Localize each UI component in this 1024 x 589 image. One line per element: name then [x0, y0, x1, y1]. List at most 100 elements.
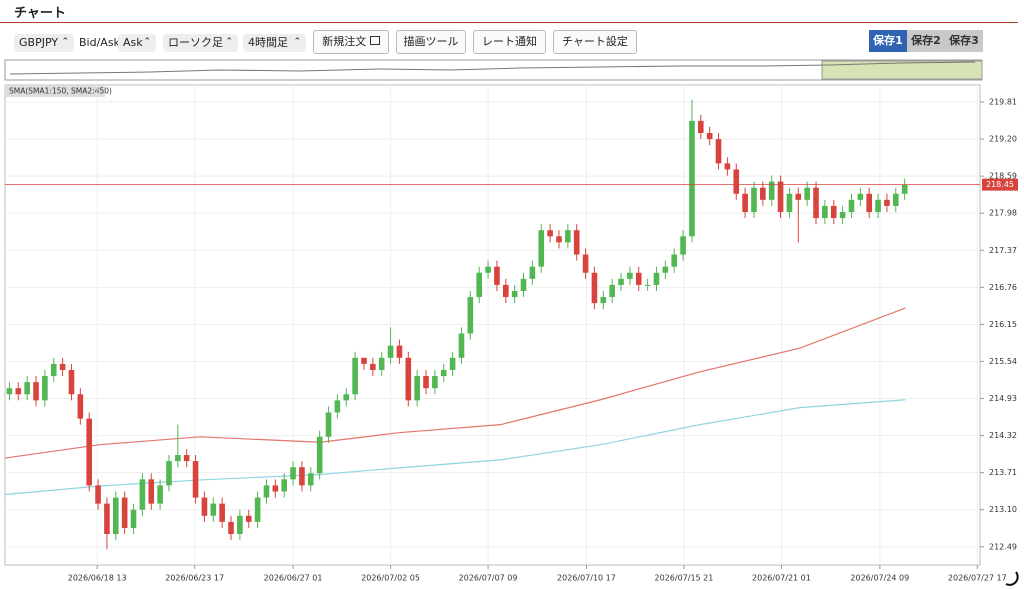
candle-body — [547, 230, 553, 237]
x-tick-label: 2026/07/10 17 — [557, 574, 616, 583]
candle-body — [272, 485, 279, 492]
chart-settings-button[interactable]: チャート設定 — [553, 30, 637, 54]
x-tick-label: 2026/07/24 09 — [850, 574, 909, 583]
candle-body — [520, 278, 527, 291]
candle-body — [609, 284, 615, 298]
candle-body — [316, 436, 323, 474]
candle-body — [95, 485, 101, 504]
candle-body — [42, 376, 48, 401]
save-tab[interactable]: 保存3 — [945, 30, 983, 52]
page-title: チャート — [14, 6, 66, 21]
candle-body — [485, 266, 491, 273]
candle-body — [813, 187, 819, 219]
x-tick-label: 2026/07/07 09 — [459, 574, 518, 583]
candle-body — [556, 236, 562, 243]
candle-body — [573, 230, 580, 255]
sma-line — [4, 399, 906, 496]
candle-body — [804, 187, 810, 200]
candle-body — [254, 497, 261, 522]
candle-body — [370, 363, 376, 370]
button-label: 新規注文 — [322, 35, 367, 48]
y-tick-label: 213.10 — [989, 505, 1017, 514]
navigator-line — [9, 61, 976, 75]
y-tick-label: 216.76 — [989, 283, 1017, 292]
save-tab[interactable]: 保存2 — [907, 30, 945, 52]
candle-body — [565, 230, 571, 243]
candle-body — [618, 278, 624, 285]
y-tick-label: 218.59 — [989, 172, 1017, 181]
timeframe-select[interactable]: 4時間足 — [243, 33, 306, 52]
candle-body — [423, 376, 429, 389]
candle-body — [378, 357, 385, 370]
chart-kind-select[interactable]: ローソク足 — [163, 33, 238, 52]
candle-body — [290, 467, 296, 480]
candle-body — [299, 467, 305, 486]
candle-body — [245, 515, 252, 522]
candle-body — [104, 503, 110, 535]
candle-body — [334, 400, 341, 413]
candle-body — [724, 163, 731, 170]
candle-body — [830, 205, 837, 219]
spinner — [1005, 571, 1019, 586]
bid-ask-label: Bid/Ask — [79, 36, 120, 49]
candle-body — [68, 369, 75, 395]
candle-body — [627, 272, 633, 279]
x-tick-label: 2026/06/23 17 — [165, 574, 224, 583]
plot-frame — [4, 84, 981, 566]
candle-body — [644, 284, 651, 286]
candle-body — [183, 455, 190, 462]
candle-body — [59, 363, 66, 370]
candle-body — [361, 357, 367, 364]
x-tick-label: 2026/07/21 01 — [752, 574, 811, 583]
candle-body — [281, 479, 288, 492]
candle-body — [795, 193, 802, 200]
candle-body — [884, 199, 890, 206]
order-button[interactable]: 新規注文 — [313, 30, 389, 54]
candle-body — [139, 479, 146, 510]
candle-body — [307, 473, 314, 486]
draw-tool-button[interactable]: 描画ツール — [396, 30, 466, 54]
candle-body — [653, 272, 660, 285]
symbol-select[interactable]: GBPJPY — [14, 33, 74, 52]
candle-body — [325, 412, 332, 437]
candle-body — [387, 345, 394, 358]
candle-body — [511, 290, 518, 298]
candle-body — [228, 521, 234, 535]
candle-body — [201, 497, 208, 516]
candle-body — [671, 254, 678, 267]
y-tick-label: 214.32 — [989, 431, 1017, 440]
y-tick-label: 215.54 — [989, 357, 1017, 366]
candle-body — [600, 297, 607, 304]
candle-body — [768, 181, 775, 200]
candle-body — [538, 230, 545, 267]
x-tick-label: 2026/06/18 13 — [68, 574, 127, 583]
candle-body — [502, 284, 509, 298]
candle-body — [24, 382, 30, 395]
window-icon — [369, 36, 380, 45]
candle-body — [742, 193, 748, 212]
candle-body — [777, 181, 784, 212]
y-tick-label: 216.15 — [989, 320, 1017, 329]
candle-body — [494, 266, 500, 285]
candle-body — [50, 363, 57, 377]
y-tick-label: 214.93 — [989, 394, 1017, 403]
candle-body — [210, 503, 217, 516]
candle-body — [86, 418, 93, 486]
save-tab[interactable]: 保存1 — [869, 30, 907, 52]
candle-body — [237, 515, 243, 535]
candle-body — [77, 394, 84, 419]
candle-body — [157, 485, 163, 504]
candle-body — [130, 509, 137, 528]
candle-body — [263, 485, 270, 498]
y-tick-label: 217.98 — [989, 209, 1017, 218]
candle-body — [680, 236, 686, 255]
x-tick-label: 2026/07/27 17 — [948, 574, 1007, 583]
candle-body — [760, 187, 766, 200]
candle-body — [822, 205, 828, 219]
y-tick-label: 219.81 — [989, 98, 1017, 107]
rate-alert-button[interactable]: レート通知 — [473, 30, 546, 54]
bid-ask-select[interactable]: Ask — [118, 33, 156, 52]
candle-body — [432, 376, 438, 389]
